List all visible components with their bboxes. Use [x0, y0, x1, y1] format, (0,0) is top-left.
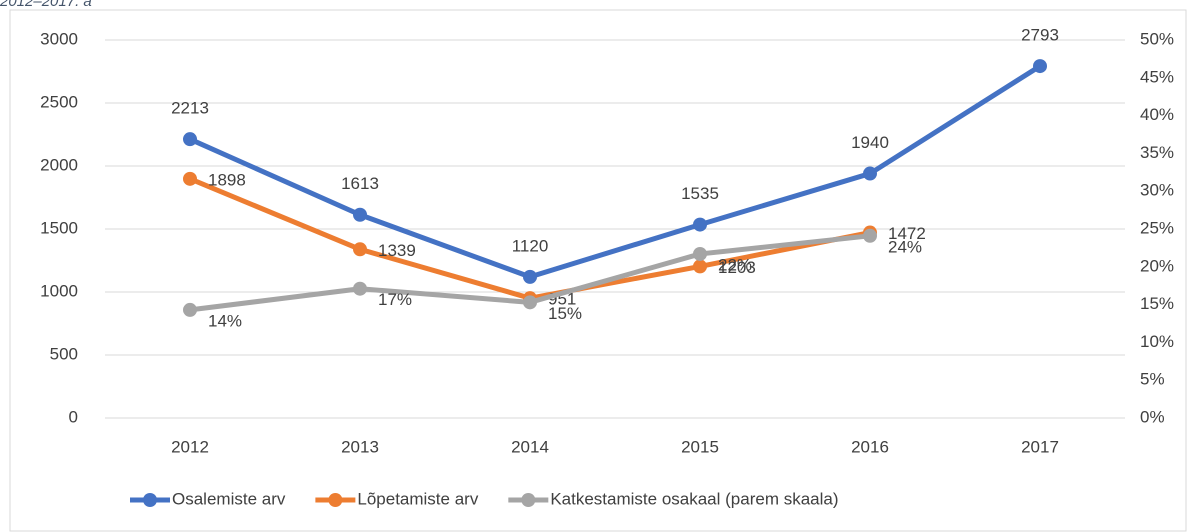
data-point [693, 217, 707, 232]
legend-marker [521, 493, 536, 507]
legend-label: Osalemiste arv [172, 489, 286, 508]
y-tick-label: 500 [50, 344, 78, 363]
x-tick-label: 2014 [511, 437, 549, 456]
data-label: 1203 [718, 258, 756, 277]
data-point [183, 171, 197, 186]
data-point [863, 228, 877, 243]
data-label: 2793 [1021, 26, 1059, 45]
caption: 2012–2017. a [0, 0, 92, 10]
y2-tick-label: 50% [1140, 29, 1174, 48]
y2-tick-label: 0% [1140, 407, 1165, 426]
y-tick-label: 2500 [40, 92, 78, 111]
x-tick-label: 2012 [171, 437, 209, 456]
y2-tick-label: 15% [1140, 294, 1174, 313]
data-point [183, 132, 197, 147]
y-tick-label: 0 [69, 407, 78, 426]
y-tick-label: 3000 [40, 29, 78, 48]
y2-tick-label: 20% [1140, 256, 1174, 275]
legend-label: Katkestamiste osakaal (parem skaala) [550, 489, 838, 508]
data-point [183, 302, 197, 317]
y-tick-label: 2000 [40, 155, 78, 174]
data-point [523, 295, 537, 310]
y2-tick-label: 40% [1140, 105, 1174, 124]
x-tick-label: 2015 [681, 437, 719, 456]
x-tick-label: 2017 [1021, 437, 1059, 456]
data-label: 1120 [512, 236, 549, 255]
data-label: 1472 [888, 224, 926, 243]
data-point [353, 281, 367, 296]
y-tick-label: 1500 [40, 218, 78, 237]
y2-tick-label: 10% [1140, 332, 1174, 351]
data-point [523, 269, 537, 284]
data-point [1033, 59, 1047, 74]
legend-marker [143, 493, 157, 507]
y-tick-label: 1000 [40, 281, 78, 300]
legend-marker [328, 493, 343, 507]
data-label: 15% [548, 304, 582, 323]
chart-border [9, 9, 1187, 532]
series-line [188, 63, 1042, 280]
data-point [353, 207, 367, 222]
data-label: 1613 [341, 174, 379, 193]
data-label: 24% [888, 237, 922, 256]
y2-tick-label: 35% [1140, 143, 1174, 162]
y2-tick-label: 5% [1140, 370, 1165, 389]
data-label: 2213 [171, 99, 209, 118]
x-tick-label: 2016 [851, 437, 889, 456]
data-point [863, 166, 877, 181]
y2-tick-label: 25% [1140, 218, 1174, 237]
data-label: 22% [718, 255, 752, 274]
data-label: 1339 [378, 241, 416, 260]
x-tick-label: 2013 [341, 437, 379, 456]
data-label: 1898 [208, 170, 246, 189]
data-point [353, 242, 367, 257]
data-point [693, 246, 707, 261]
data-label: 1535 [681, 184, 719, 203]
data-label: 17% [378, 290, 412, 309]
data-label: 1940 [851, 133, 889, 152]
legend-label: Lõpetamiste arv [357, 489, 478, 508]
data-label: 14% [208, 311, 242, 330]
data-point [693, 259, 707, 274]
y2-tick-label: 45% [1140, 67, 1174, 86]
y2-tick-label: 30% [1140, 181, 1174, 200]
